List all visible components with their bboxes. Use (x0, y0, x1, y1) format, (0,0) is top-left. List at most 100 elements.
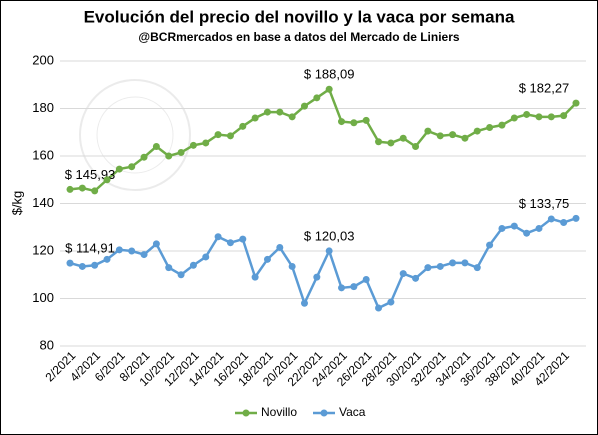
data-point (177, 148, 185, 156)
data-point (300, 299, 308, 307)
data-point (140, 153, 148, 161)
data-point (510, 114, 518, 122)
data-point (78, 262, 86, 270)
data-point (498, 121, 506, 129)
y-tick-label: 180 (32, 100, 54, 115)
data-point (115, 246, 123, 254)
y-tick-label: 80 (40, 337, 54, 352)
data-point (66, 185, 74, 193)
data-point (387, 139, 395, 147)
data-point (523, 110, 531, 118)
y-tick-label: 100 (32, 290, 54, 305)
data-point (202, 139, 210, 147)
data-point (91, 261, 99, 269)
data-point (313, 94, 321, 102)
data-point (115, 165, 123, 173)
data-point (300, 102, 308, 110)
data-point (412, 143, 420, 150)
data-point (473, 127, 481, 135)
data-point (486, 124, 494, 131)
data-point (251, 273, 259, 281)
data-label: $ 133,75 (519, 196, 570, 211)
data-point (399, 270, 407, 278)
data-point (375, 304, 383, 312)
data-label: $ 114,91 (65, 241, 115, 256)
legend-label: Vaca (339, 405, 366, 419)
data-point (350, 119, 358, 127)
data-point (387, 298, 395, 306)
legend-marker (320, 409, 328, 417)
watermark (79, 79, 191, 191)
data-point (152, 240, 160, 248)
data-point (424, 264, 432, 272)
data-point (239, 235, 247, 243)
data-point (547, 113, 555, 121)
data-point (91, 187, 99, 195)
data-point (276, 108, 284, 116)
data-point (263, 255, 271, 263)
data-point (103, 255, 111, 263)
data-label: $ 145,93 (65, 167, 116, 182)
data-point (239, 122, 247, 130)
data-point (128, 247, 136, 255)
data-point (560, 219, 568, 226)
data-point (140, 251, 148, 259)
data-point (152, 143, 160, 150)
data-label: $ 188,09 (304, 67, 355, 82)
chart-title: Evolución del precio del novillo y la va… (84, 7, 515, 26)
chart-subtitle: @BCRmercados en base a datos del Mercado… (138, 30, 459, 44)
data-point (424, 127, 432, 135)
data-point (461, 259, 469, 267)
data-point (535, 113, 543, 121)
y-tick-label: 160 (32, 147, 54, 162)
data-point (362, 276, 370, 283)
data-point (251, 114, 259, 122)
data-point (226, 239, 234, 247)
data-point (338, 118, 346, 126)
data-point (189, 261, 197, 269)
data-point (325, 85, 333, 93)
data-point (103, 176, 111, 184)
data-point (473, 264, 481, 272)
data-point (461, 134, 469, 142)
data-point (510, 222, 518, 230)
data-point (486, 241, 494, 249)
legend-marker (242, 409, 250, 417)
data-point (165, 264, 173, 272)
data-point (288, 113, 296, 121)
data-point (313, 273, 321, 281)
data-point (226, 132, 234, 140)
data-point (276, 243, 284, 251)
data-point (350, 283, 358, 291)
data-point (78, 184, 86, 192)
data-point (572, 99, 580, 107)
data-point (338, 284, 346, 292)
data-point (412, 274, 420, 282)
data-point (560, 112, 568, 120)
data-point (572, 214, 580, 222)
legend-label: Novillo (261, 405, 297, 419)
data-point (288, 262, 296, 270)
data-point (436, 262, 444, 270)
data-label: $ 182,27 (519, 81, 570, 96)
y-tick-label: 140 (32, 195, 54, 210)
y-tick-label: 200 (32, 52, 54, 67)
data-point (214, 233, 222, 241)
y-tick-label: 120 (32, 242, 54, 257)
data-point (436, 132, 444, 140)
data-point (263, 108, 271, 116)
data-point (214, 131, 222, 139)
data-point (535, 224, 543, 232)
y-axis-label: $/kg (9, 191, 24, 216)
data-point (189, 141, 197, 149)
data-point (449, 259, 457, 267)
data-point (66, 259, 74, 267)
data-label: $ 120,03 (304, 228, 355, 243)
data-point (362, 116, 370, 124)
data-point (325, 247, 333, 255)
data-point (202, 253, 210, 261)
data-point (165, 152, 173, 160)
data-point (128, 163, 136, 171)
data-point (498, 224, 506, 232)
